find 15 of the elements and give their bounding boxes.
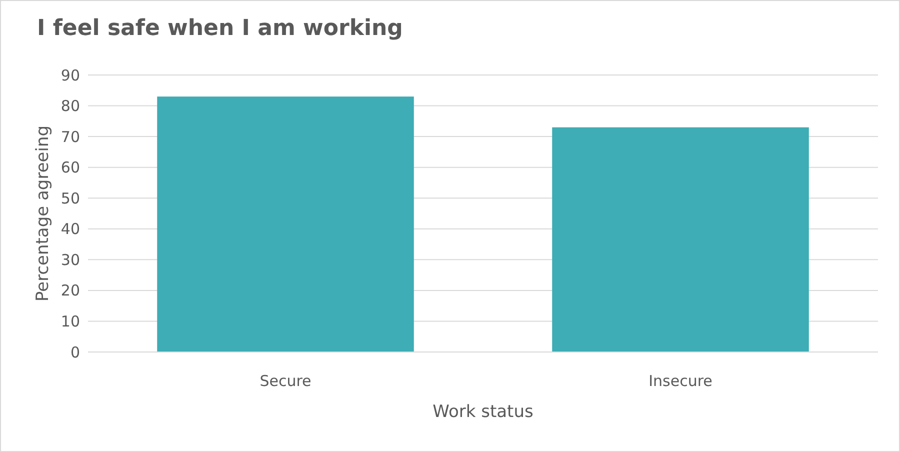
y-tick-label: 80 — [60, 97, 80, 116]
x-tick-label: Secure — [260, 372, 312, 390]
x-axis-title: Work status — [432, 402, 534, 422]
y-tick-label: 40 — [60, 220, 80, 238]
y-tick-label: 60 — [60, 158, 80, 177]
y-tick-label: 90 — [60, 66, 80, 84]
y-tick-label: 70 — [60, 128, 80, 146]
x-tick-label: Insecure — [648, 372, 712, 390]
y-tick-label: 0 — [70, 343, 80, 362]
y-tick-label: 10 — [60, 312, 80, 330]
y-tick-label: 30 — [60, 250, 80, 269]
y-tick-label: 20 — [60, 282, 80, 300]
y-axis-title: Percentage agreeing — [33, 125, 53, 302]
chart-title: I feel safe when I am working — [37, 16, 403, 41]
y-tick-label: 50 — [60, 189, 80, 208]
